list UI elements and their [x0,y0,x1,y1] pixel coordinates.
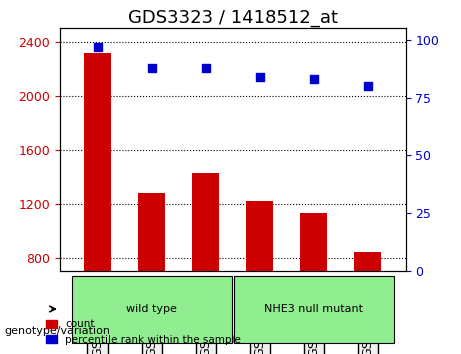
Bar [246,201,273,271]
Point [94,44,101,50]
Point [364,83,372,89]
Text: wild type: wild type [126,304,177,314]
Legend: count, percentile rank within the sample: count, percentile rank within the sample [42,315,245,349]
Point [202,65,209,70]
Point [256,74,264,80]
FancyBboxPatch shape [234,276,394,343]
Bar [138,193,165,271]
Bar [300,213,327,271]
Point [148,65,155,70]
Bar [355,252,381,271]
Bar [192,173,219,271]
Point [310,76,318,82]
Title: GDS3323 / 1418512_at: GDS3323 / 1418512_at [128,9,338,27]
FancyBboxPatch shape [72,276,232,343]
Bar [84,53,111,271]
Text: NHE3 null mutant: NHE3 null mutant [264,304,363,314]
Text: genotype/variation: genotype/variation [5,326,111,336]
